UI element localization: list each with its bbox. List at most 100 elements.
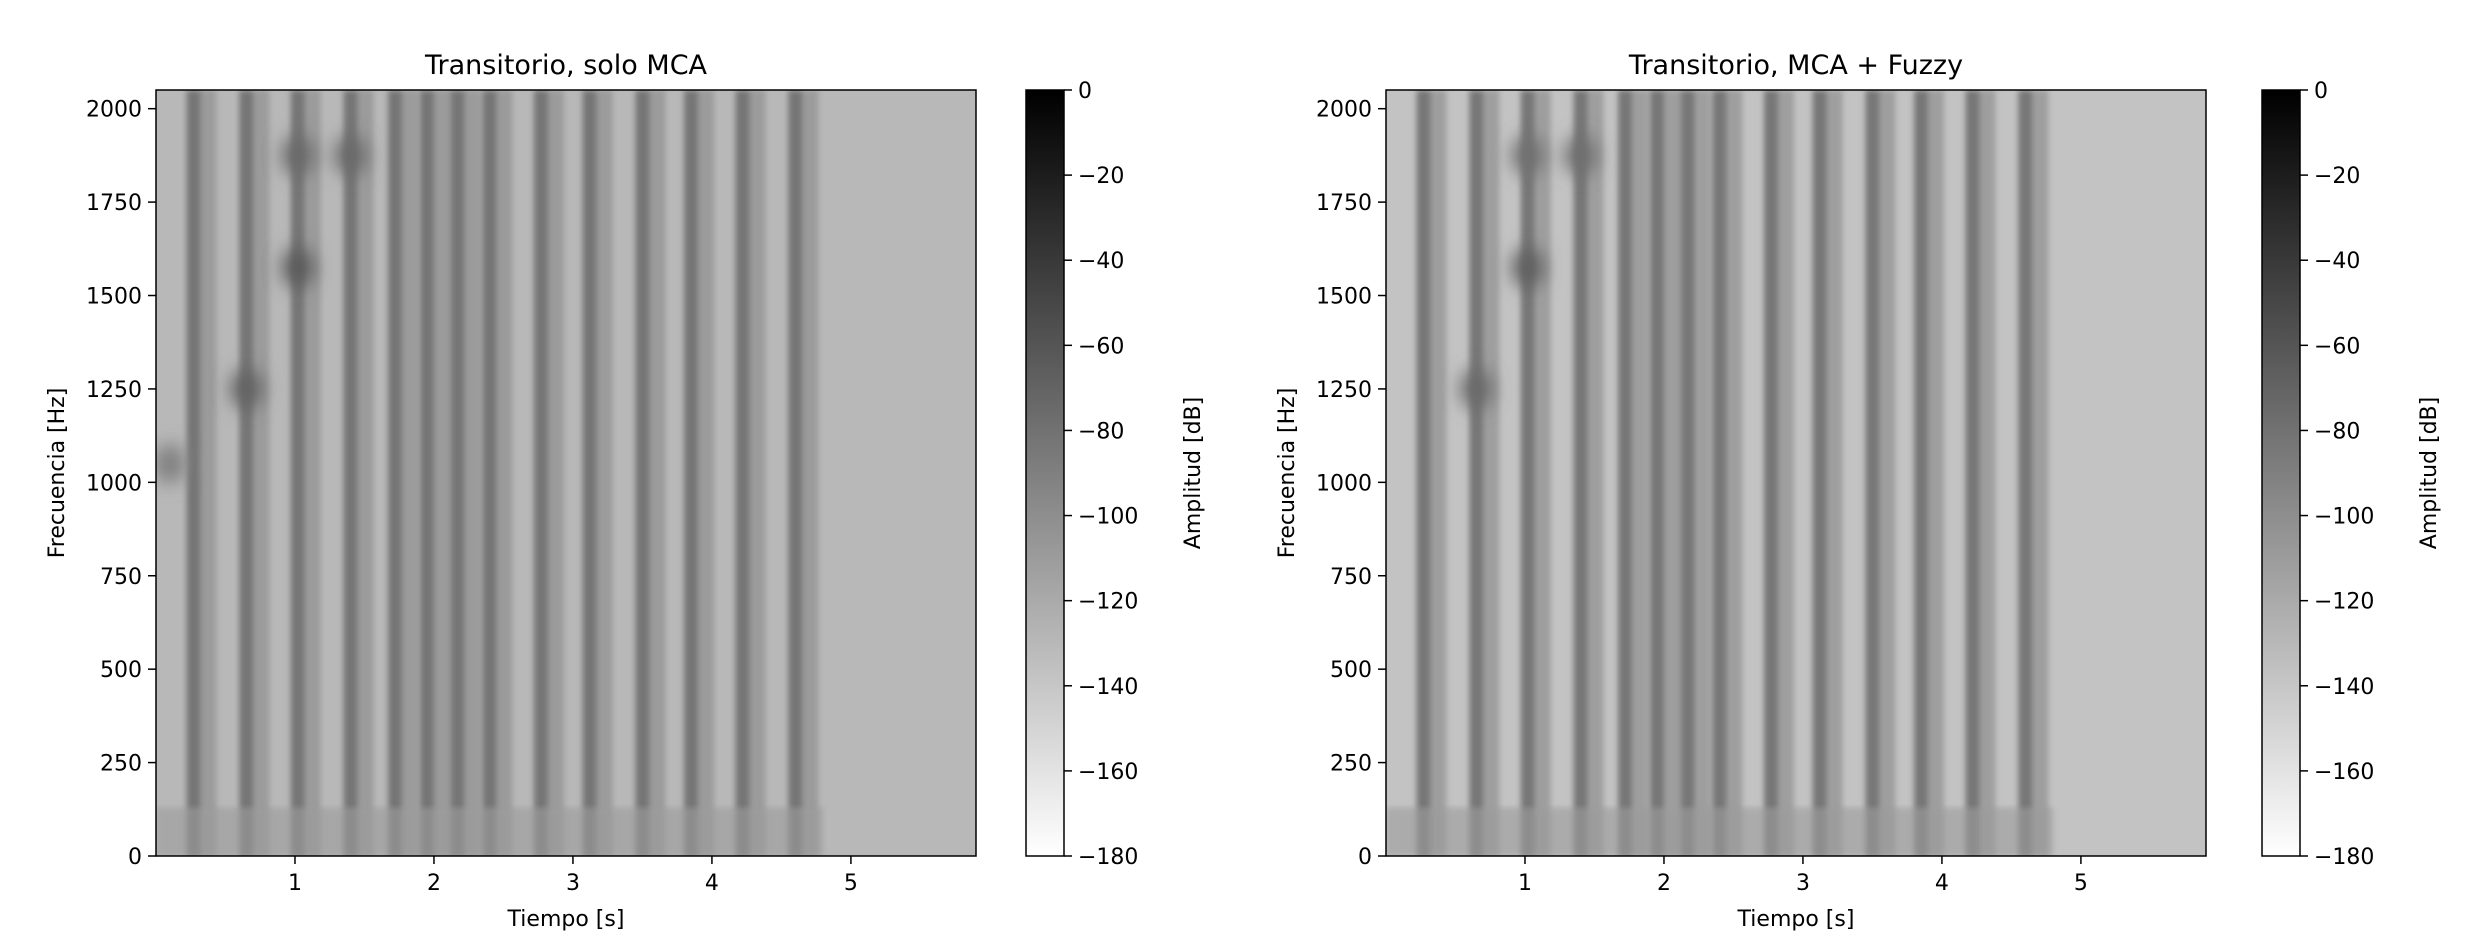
transient-decay	[434, 90, 451, 856]
colorbar-tick-label: −160	[1078, 760, 1138, 785]
transient-band	[1712, 90, 1727, 856]
tonal-peak	[281, 135, 314, 176]
colorbar-tick-label: −40	[1078, 249, 1124, 274]
y-tick-label: 750	[1330, 565, 1372, 590]
tonal-peak	[1511, 247, 1544, 288]
transient-band	[1416, 90, 1431, 856]
transient-band	[1680, 90, 1695, 856]
transient-decay	[649, 90, 666, 856]
y-tick-label: 1500	[1316, 285, 1372, 310]
colorbar-tick-label: −80	[2314, 419, 2360, 444]
y-tick-label: 500	[1330, 658, 1372, 683]
transient-band	[186, 90, 201, 856]
colorbar-label: Amplitud [dB]	[2417, 397, 2442, 549]
tonal-peak	[156, 443, 186, 484]
transient-band	[684, 90, 699, 856]
transient-decay	[464, 90, 481, 856]
transient-band	[735, 90, 750, 856]
y-tick-label: 750	[100, 565, 142, 590]
colorbar-tick-label: −180	[1078, 845, 1138, 870]
colorbar-tick-label: −100	[2314, 505, 2374, 530]
y-axis: 0 250 500 750 1000 1250 1500 1750 2000	[86, 98, 156, 870]
chart-title: Transitorio, solo MCA	[424, 50, 708, 81]
colorbar-gradient	[2261, 89, 2301, 857]
y-tick-label: 1750	[1316, 191, 1372, 216]
transient-decay	[2032, 90, 2049, 856]
x-axis-label: Tiempo [s]	[1737, 907, 1855, 932]
y-axis-label: Frecuencia [Hz]	[45, 388, 70, 559]
transient-decay	[402, 90, 419, 856]
transient-band	[1914, 90, 1929, 856]
y-tick-label: 1250	[86, 378, 142, 403]
transient-band	[1965, 90, 1980, 856]
y-tick-label: 1000	[86, 471, 142, 496]
low-frequency-energy	[1386, 807, 2054, 856]
transient-decay	[357, 90, 374, 856]
transients	[186, 90, 819, 856]
transient-decay	[1664, 90, 1681, 856]
y-tick-label: 1750	[86, 191, 142, 216]
x-tick-label: 2	[427, 871, 441, 896]
colorbar-tick-label: −120	[2314, 590, 2374, 615]
x-tick-label: 3	[1796, 871, 1810, 896]
x-tick-label: 5	[844, 871, 858, 896]
transient-decay	[200, 90, 217, 856]
colorbar-gradient	[1025, 89, 1065, 857]
y-tick-label: 0	[128, 845, 142, 870]
y-tick-label: 250	[1330, 752, 1372, 777]
transient-band	[1469, 90, 1484, 856]
colorbar-tick-label: −40	[2314, 249, 2360, 274]
y-tick-label: 2000	[1316, 98, 1372, 123]
colorbar: 0 −20 −40 −60 −80 −100 −120 −140 −160 −180	[2261, 79, 2374, 870]
transient-decay	[547, 90, 564, 856]
transient-band	[1763, 90, 1778, 856]
chart-title: Transitorio, MCA + Fuzzy	[1628, 50, 1963, 81]
y-axis-label: Frecuencia [Hz]	[1275, 388, 1300, 559]
x-tick-label: 2	[1657, 871, 1671, 896]
plot-area	[1386, 90, 2206, 856]
transient-band	[1520, 90, 1535, 856]
colorbar: 0 −20 −40 −60 −80 −100 −120 −140 −160 −180	[1025, 79, 1138, 870]
tonal-peak	[1511, 135, 1544, 176]
transient-decay	[1928, 90, 1945, 856]
plot-frame	[155, 89, 977, 857]
spectrogram-left: Transitorio, solo MCA 1 2 3 4 5 0 250 500 750 10…	[45, 50, 1206, 932]
x-tick-label: 1	[288, 871, 302, 896]
transient-decay	[1430, 90, 1447, 856]
spectrogram-background	[156, 90, 976, 856]
plot-area	[156, 90, 976, 856]
x-axis-label: Tiempo [s]	[507, 907, 625, 932]
x-axis: 1 2 3 4 5	[1518, 856, 2088, 896]
transient-band	[635, 90, 650, 856]
colorbar-tick-label: −60	[1078, 334, 1124, 359]
transient-decay	[496, 90, 513, 856]
transient-band	[1650, 90, 1665, 856]
transient-decay	[749, 90, 766, 856]
transient-band	[388, 90, 403, 856]
x-tick-label: 4	[1935, 871, 1949, 896]
transient-band	[1812, 90, 1827, 856]
y-tick-label: 1250	[1316, 378, 1372, 403]
y-axis: 0 250 500 750 1000 1250 1500 1750 2000	[1316, 98, 1386, 870]
transient-band	[450, 90, 465, 856]
transient-band	[788, 90, 803, 856]
tonal-peak	[1564, 135, 1597, 176]
y-tick-label: 250	[100, 752, 142, 777]
transient-decay	[1726, 90, 1743, 856]
colorbar-tick-label: −80	[1078, 419, 1124, 444]
colorbar-tick-label: −180	[2314, 845, 2374, 870]
transient-decay	[1879, 90, 1896, 856]
transient-band	[533, 90, 548, 856]
transient-decay	[1777, 90, 1794, 856]
transient-band	[482, 90, 497, 856]
x-tick-label: 5	[2074, 871, 2088, 896]
colorbar-tick-label: −120	[1078, 590, 1138, 615]
transient-decay	[1587, 90, 1604, 856]
colorbar-tick-label: 0	[1078, 79, 1092, 104]
colorbar-tick-label: −100	[1078, 505, 1138, 530]
transient-band	[1573, 90, 1588, 856]
transient-band	[239, 90, 254, 856]
x-tick-label: 4	[705, 871, 719, 896]
colorbar-tick-label: 0	[2314, 79, 2328, 104]
transient-band	[290, 90, 305, 856]
